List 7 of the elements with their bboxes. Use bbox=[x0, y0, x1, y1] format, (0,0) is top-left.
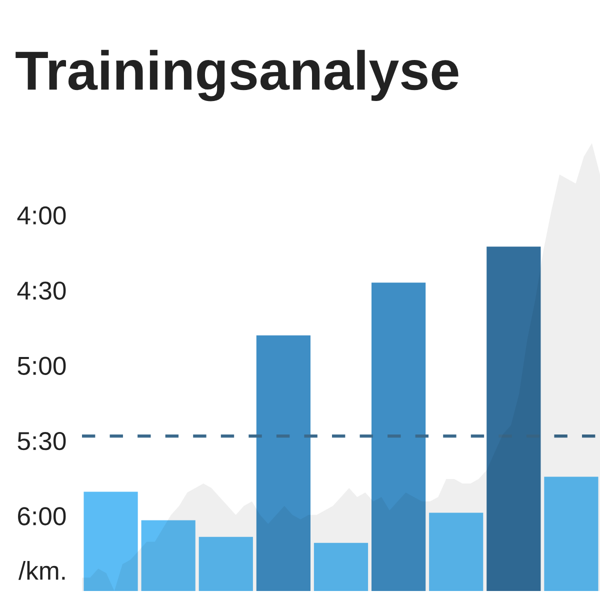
y-axis-title: /km. bbox=[18, 561, 65, 580]
y-tick-label: 4:30 bbox=[17, 282, 66, 300]
y-tick-label: 5:30 bbox=[18, 432, 66, 450]
y-tick-label: 6:00 bbox=[18, 507, 66, 526]
chart-title: Trainingsanalyse bbox=[16, 50, 458, 102]
y-tick-label: 4:00 bbox=[17, 206, 66, 225]
y-tick-label: 5:00 bbox=[18, 356, 66, 375]
